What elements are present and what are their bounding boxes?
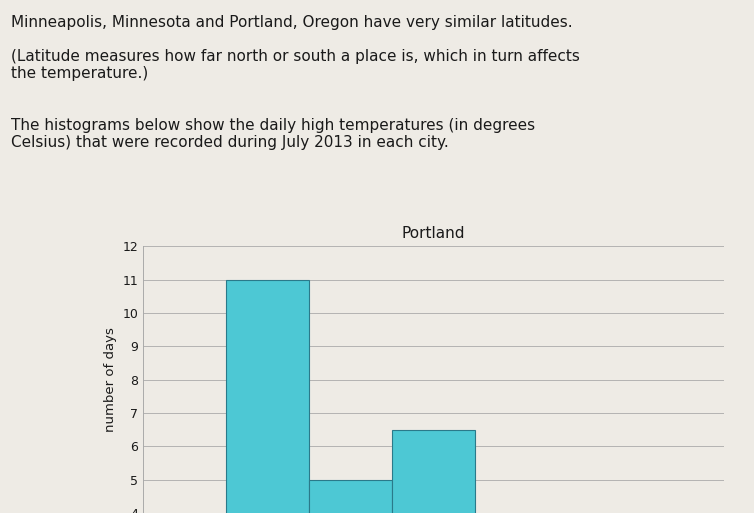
Bar [226, 280, 309, 513]
Text: The histograms below show the daily high temperatures (in degrees
Celsius) that : The histograms below show the daily high… [11, 118, 535, 150]
Bar [309, 480, 392, 513]
Y-axis label: number of days: number of days [104, 327, 117, 432]
Bar [392, 430, 475, 513]
Title: Portland: Portland [402, 226, 465, 241]
Text: (Latitude measures how far north or south a place is, which in turn affects
the : (Latitude measures how far north or sout… [11, 49, 580, 81]
Text: Minneapolis, Minnesota and Portland, Oregon have very similar latitudes.: Minneapolis, Minnesota and Portland, Ore… [11, 15, 573, 30]
